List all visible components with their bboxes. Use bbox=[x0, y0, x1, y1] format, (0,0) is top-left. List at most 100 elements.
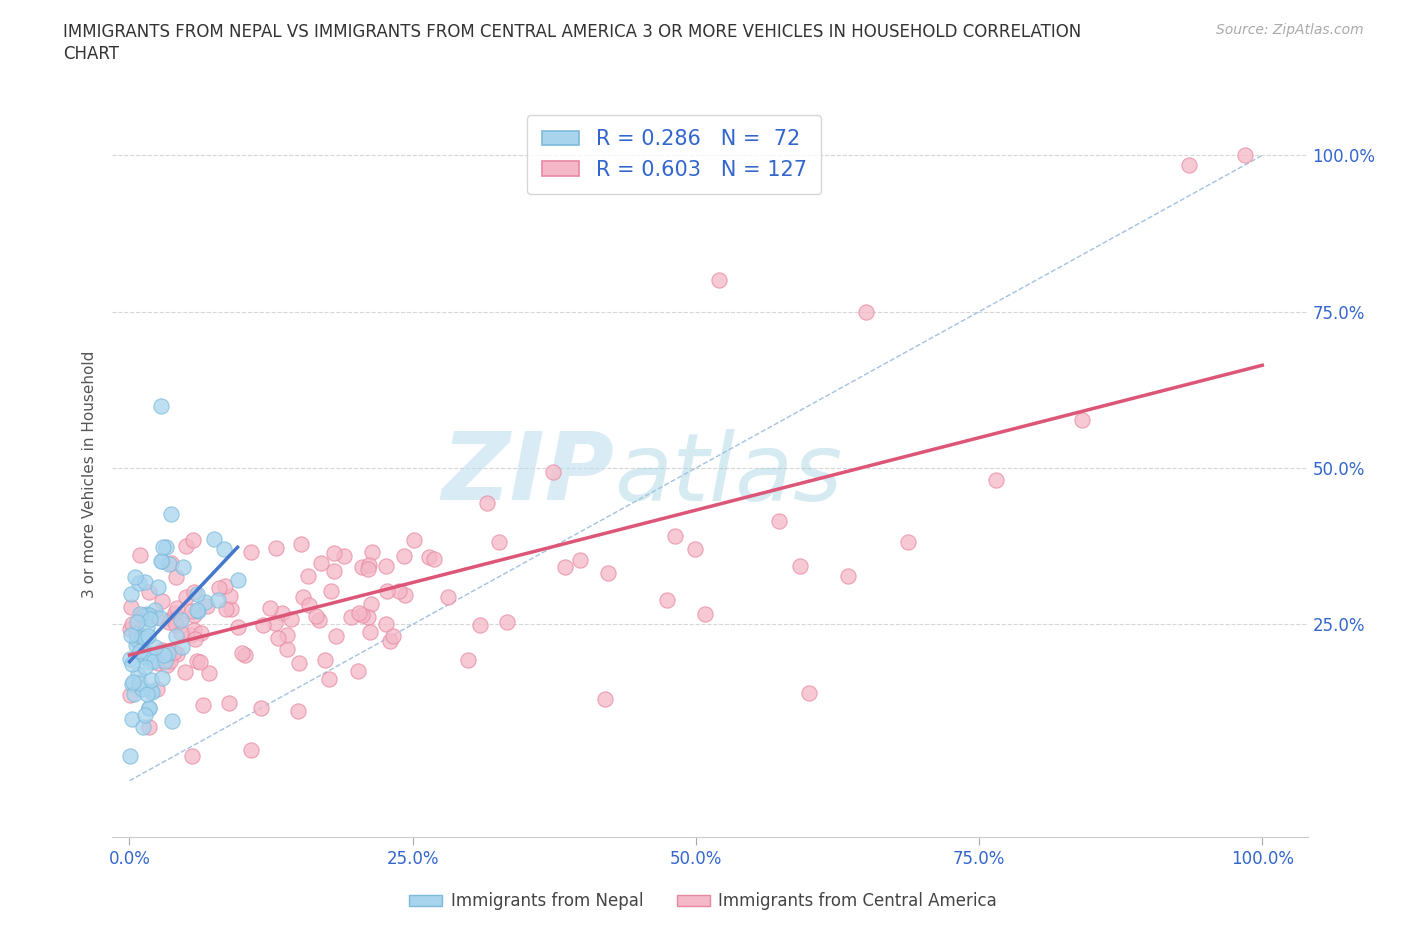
Point bbox=[141, 684, 163, 699]
Point bbox=[986, 472, 1008, 487]
Point bbox=[657, 593, 679, 608]
Point bbox=[121, 657, 143, 671]
Point bbox=[125, 637, 148, 652]
Point bbox=[231, 646, 253, 661]
Point bbox=[683, 541, 706, 556]
Point bbox=[132, 642, 155, 657]
Point bbox=[375, 617, 398, 631]
Point bbox=[350, 607, 373, 622]
Point bbox=[125, 632, 148, 647]
Point bbox=[298, 598, 321, 613]
Point bbox=[194, 595, 217, 610]
Point bbox=[382, 629, 405, 644]
Point bbox=[150, 643, 173, 658]
Point bbox=[495, 615, 517, 630]
Point bbox=[128, 675, 150, 690]
Point bbox=[149, 611, 172, 626]
Point bbox=[568, 552, 591, 567]
Point bbox=[593, 692, 616, 707]
Point bbox=[169, 626, 191, 641]
Point bbox=[174, 538, 197, 553]
Point bbox=[120, 599, 142, 614]
Point bbox=[263, 616, 285, 631]
Point bbox=[797, 685, 820, 700]
Text: ZIP: ZIP bbox=[441, 429, 614, 520]
Point bbox=[193, 698, 215, 712]
Point bbox=[127, 667, 149, 682]
Point bbox=[219, 602, 242, 617]
Point bbox=[120, 687, 142, 702]
Point bbox=[347, 663, 370, 678]
Point bbox=[418, 550, 440, 565]
Point bbox=[541, 464, 564, 479]
Point bbox=[226, 573, 249, 588]
Point bbox=[402, 533, 425, 548]
Point bbox=[131, 648, 153, 663]
Point bbox=[215, 602, 238, 617]
Point bbox=[554, 559, 576, 574]
Point bbox=[423, 551, 446, 566]
Point bbox=[361, 545, 384, 560]
Point bbox=[186, 586, 208, 601]
Point bbox=[146, 656, 169, 671]
Point bbox=[155, 654, 177, 669]
Legend: Immigrants from Nepal, Immigrants from Central America: Immigrants from Nepal, Immigrants from C… bbox=[402, 885, 1004, 917]
Point bbox=[139, 655, 162, 670]
Point bbox=[149, 553, 172, 568]
Point bbox=[135, 619, 157, 634]
Point bbox=[855, 304, 877, 319]
Point bbox=[150, 593, 173, 608]
Point bbox=[183, 623, 205, 638]
Point bbox=[333, 549, 356, 564]
Point bbox=[155, 539, 177, 554]
Point bbox=[250, 700, 273, 715]
Point bbox=[139, 612, 162, 627]
Point bbox=[166, 646, 188, 661]
Point bbox=[146, 579, 169, 594]
Point bbox=[233, 648, 256, 663]
Point bbox=[184, 631, 207, 646]
Point bbox=[322, 546, 344, 561]
Point bbox=[152, 539, 174, 554]
Point bbox=[131, 630, 153, 644]
Point bbox=[145, 602, 167, 617]
Point bbox=[120, 628, 142, 643]
Point bbox=[219, 589, 242, 604]
Point bbox=[181, 532, 204, 547]
Point bbox=[322, 564, 344, 578]
Point bbox=[122, 675, 145, 690]
Point bbox=[166, 601, 188, 616]
Point bbox=[136, 646, 159, 661]
Point bbox=[136, 629, 159, 644]
Point bbox=[142, 654, 165, 669]
Point bbox=[135, 649, 157, 664]
Point bbox=[122, 686, 145, 701]
Point bbox=[160, 555, 183, 570]
Point bbox=[163, 645, 186, 660]
Point bbox=[138, 720, 160, 735]
Point bbox=[252, 618, 274, 632]
Text: CHART: CHART bbox=[63, 45, 120, 62]
Point bbox=[347, 605, 370, 620]
Point bbox=[198, 665, 221, 680]
Point bbox=[121, 677, 143, 692]
Point bbox=[280, 612, 302, 627]
Point bbox=[134, 659, 156, 674]
Point bbox=[190, 625, 212, 640]
Point bbox=[321, 583, 343, 598]
Point bbox=[143, 639, 166, 654]
Point bbox=[162, 713, 184, 728]
Point bbox=[186, 603, 208, 618]
Point bbox=[1234, 148, 1257, 163]
Point bbox=[488, 535, 510, 550]
Point bbox=[135, 687, 157, 702]
Point bbox=[897, 534, 920, 549]
Point bbox=[308, 613, 330, 628]
Point bbox=[183, 584, 205, 599]
Point bbox=[359, 624, 381, 639]
Point bbox=[159, 654, 181, 669]
Point bbox=[124, 569, 146, 584]
Point bbox=[138, 608, 160, 623]
Point bbox=[437, 590, 460, 604]
Point bbox=[457, 653, 479, 668]
